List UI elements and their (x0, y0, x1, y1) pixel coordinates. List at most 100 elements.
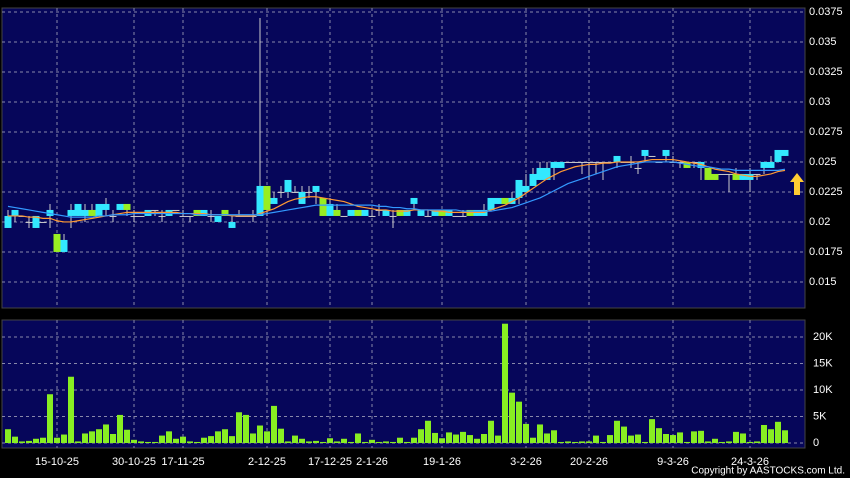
volume-bar (278, 428, 284, 444)
candle-body (39, 221, 47, 223)
candle-body (704, 167, 712, 180)
candle-body (207, 215, 215, 217)
candle-body (613, 155, 621, 162)
grid (2, 8, 805, 448)
candle-body (228, 221, 236, 228)
candle-body (74, 203, 82, 216)
volume-bar (453, 434, 459, 444)
candle-body (410, 197, 418, 204)
volume-bar (341, 438, 347, 444)
candle-body (431, 209, 439, 216)
candle-body (291, 191, 299, 193)
volume-bar (425, 420, 431, 444)
y-tick-label: 0.0175 (809, 246, 843, 258)
candle-body (32, 215, 40, 228)
volume-bar (131, 439, 137, 444)
volume-bar (677, 432, 683, 444)
volume-bar (446, 432, 452, 444)
volume-bar (439, 438, 445, 444)
candle-body (81, 209, 89, 216)
x-tick-label: 15-10-25 (35, 456, 79, 468)
y-tick-label: 0.0325 (809, 66, 843, 78)
volume-panel (1, 319, 806, 449)
candle-body (284, 179, 292, 192)
volume-bar (488, 420, 494, 444)
arrow-icon (790, 173, 804, 195)
candle-body (459, 215, 467, 217)
volume-bar (530, 437, 536, 444)
candle-body (123, 203, 131, 210)
candle-body (347, 209, 355, 216)
candle-body (522, 185, 530, 192)
candle-body (781, 149, 789, 156)
volume-bar (684, 441, 690, 444)
volume-bar (327, 438, 333, 444)
candle-body (109, 215, 117, 217)
volume-bar (229, 436, 235, 444)
candle-body (578, 161, 586, 163)
volume-bar (145, 441, 151, 444)
volume-bar (628, 435, 634, 444)
volume-bar (705, 441, 711, 444)
candle-body (585, 161, 593, 163)
candle-body (557, 161, 565, 168)
y-tick-label: 0.025 (809, 156, 837, 168)
volume-bar (96, 429, 102, 444)
volume-bar (173, 438, 179, 444)
volume-bar (775, 421, 781, 444)
candle-body (4, 215, 12, 228)
volume-bar (565, 441, 571, 444)
candle-body (774, 149, 782, 162)
candle-body (648, 155, 656, 157)
candle-body (690, 161, 698, 163)
volume-bar (124, 429, 130, 444)
volume-bar (691, 431, 697, 444)
volume-bar (572, 441, 578, 444)
volume-bar (383, 441, 389, 444)
volume-bar (726, 441, 732, 444)
volume-bar (523, 423, 529, 444)
candle-body (760, 161, 768, 168)
volume-bar (740, 433, 746, 444)
volume-bar (75, 441, 81, 444)
volume-bar (201, 437, 207, 444)
candle-body (732, 173, 740, 180)
candle-body (676, 161, 684, 163)
candle-body (256, 185, 264, 216)
volume-bar (670, 435, 676, 444)
candle-body (305, 191, 313, 193)
candle-body (389, 215, 397, 217)
candle-body (739, 173, 747, 180)
volume-bar (663, 434, 669, 444)
volume-bar (579, 441, 585, 444)
volume-bar (313, 440, 319, 444)
volume-bar (271, 405, 277, 444)
volume-bar (712, 438, 718, 444)
volume-bar (418, 429, 424, 444)
copyright: Copyright by AASTOCKS.com Ltd. (691, 466, 845, 477)
volume-bar (698, 430, 704, 444)
volume-bar (19, 441, 25, 444)
candle-body (67, 209, 75, 216)
x-tick-label: 3-2-26 (510, 456, 542, 468)
candle-body (606, 161, 614, 163)
candle-body (662, 149, 670, 156)
volume-bar (467, 435, 473, 444)
volume-bar (194, 441, 200, 444)
candle-body (172, 209, 180, 211)
volume-bar (474, 438, 480, 444)
volume-bar (502, 323, 508, 444)
candle-body (270, 197, 278, 204)
volume-bar (747, 441, 753, 444)
volume-bar (754, 441, 760, 444)
candle-body (725, 173, 733, 175)
y-tick-label: 0.03 (809, 96, 830, 108)
volume-bar (334, 441, 340, 444)
volume-bar (607, 435, 613, 444)
volume-bar (614, 420, 620, 444)
candle-body (319, 197, 327, 216)
candle-body (501, 197, 509, 204)
volume-bar (5, 429, 11, 444)
volume-bar (208, 436, 214, 444)
